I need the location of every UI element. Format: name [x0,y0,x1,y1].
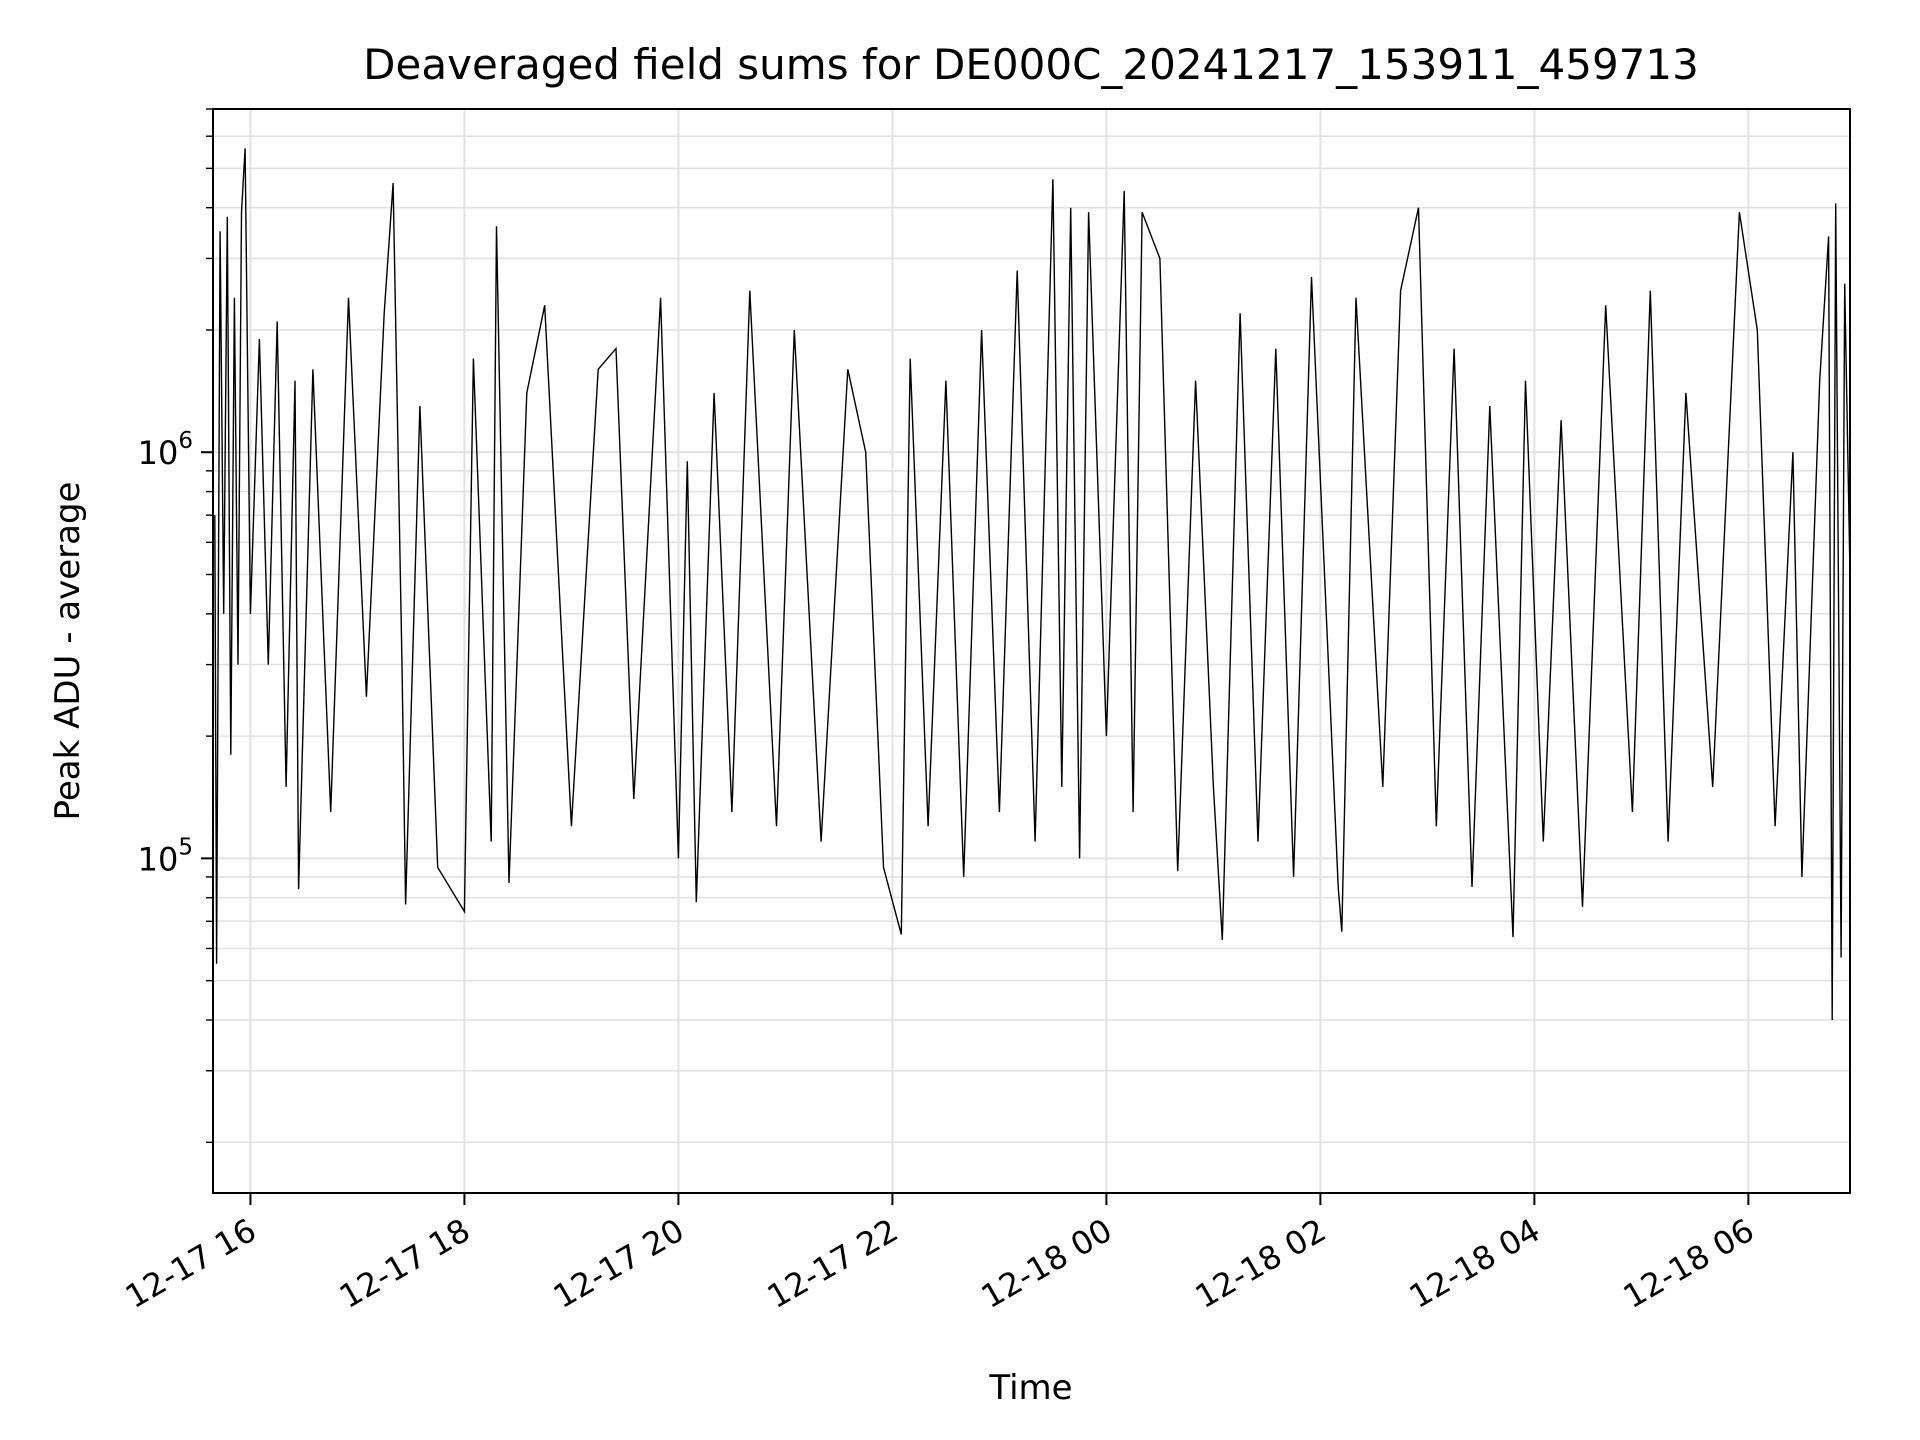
x-axis-label: Time [988,1368,1072,1408]
y-axis: 105 106 [138,108,213,1143]
y-tick-label: 106 [138,428,193,472]
plot-frame [212,108,1851,1194]
series-line [214,148,1851,1021]
chart-title: Deaveraged field sums for DE000C_2024121… [363,40,1699,89]
y-tick-label: 105 [138,834,193,878]
grid [213,108,1850,1193]
series-line-path [214,148,1851,1021]
y-axis-label: Peak ADU - average [48,482,88,821]
